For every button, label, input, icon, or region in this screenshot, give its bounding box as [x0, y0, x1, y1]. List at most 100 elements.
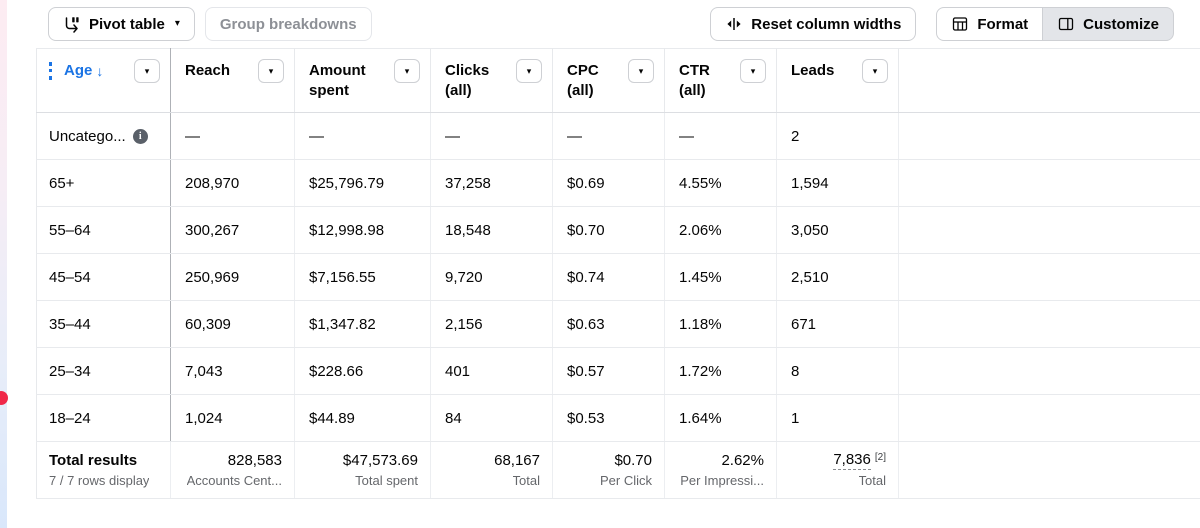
row-label: Uncatego... [49, 127, 126, 145]
cell-leads: 671 [776, 300, 899, 348]
chevron-down-icon: ▾ [872, 65, 878, 76]
reach-column-menu-button[interactable]: ▾ [258, 59, 284, 83]
chevron-down-icon: ▾ [404, 65, 410, 76]
footnote-marker: [2] [874, 452, 886, 463]
cell-empty [898, 394, 1200, 442]
cell-ctr: 1.18% [664, 300, 777, 348]
column-header-cpc[interactable]: CPC (all) ▾ [552, 48, 665, 113]
cell-cpc: $0.63 [552, 300, 665, 348]
row-label: 65+ [36, 159, 171, 207]
cell-cpc: — [552, 112, 665, 160]
customize-label: Customize [1083, 15, 1159, 33]
cell-cpc: $0.53 [552, 394, 665, 442]
total-ctr-value: 2.62% [721, 451, 764, 469]
amount-spent-column-menu-button[interactable]: ▾ [394, 59, 420, 83]
column-header-clicks[interactable]: Clicks (all) ▾ [430, 48, 553, 113]
pivot-table-button[interactable]: Pivot table ▾ [48, 7, 195, 41]
column-label-amount-spent: Amount spent [309, 62, 366, 99]
ctr-column-menu-button[interactable]: ▾ [740, 59, 766, 83]
cell-amount-spent: $25,796.79 [294, 159, 431, 207]
cell-reach: 7,043 [170, 347, 295, 395]
header-row: Age ↓ ▾ Reach ▾ Amount spent ▾ [36, 48, 1200, 113]
cell-clicks: — [430, 112, 553, 160]
cpc-column-menu-button[interactable]: ▾ [628, 59, 654, 83]
cell-reach: 250,969 [170, 253, 295, 301]
cell-reach: 300,267 [170, 206, 295, 254]
cell-empty [898, 441, 1200, 499]
total-leads-label: Total [858, 473, 886, 488]
cell-ctr: 4.55% [664, 159, 777, 207]
total-amount-spent-label: Total spent [355, 472, 418, 488]
table-row: 45–54 250,969 $7,156.55 9,720 $0.74 1.45… [36, 253, 1200, 301]
format-icon [953, 17, 968, 31]
total-clicks-label: Total [512, 472, 540, 488]
totals-row: Total results 7 / 7 rows display 828,583… [36, 441, 1200, 499]
column-header-empty [898, 48, 1200, 113]
age-column-menu-button[interactable]: ▾ [134, 59, 160, 83]
column-header-reach[interactable]: Reach ▾ [170, 48, 295, 113]
cell-ctr: 1.72% [664, 347, 777, 395]
cell-amount-spent: $7,156.55 [294, 253, 431, 301]
total-leads-value[interactable]: 7,836 [833, 451, 871, 470]
pivot-table-label: Pivot table [89, 15, 165, 33]
cell-reach: 60,309 [170, 300, 295, 348]
reset-column-widths-label: Reset column widths [751, 15, 902, 33]
toolbar-right-group: Reset column widths Format Customize [710, 7, 1174, 41]
sort-desc-icon: ↓ [96, 63, 104, 79]
cell-amount-spent: $228.66 [294, 347, 431, 395]
group-breakdowns-button[interactable]: Group breakdowns [204, 7, 372, 41]
cell-reach: — [170, 112, 295, 160]
column-header-amount-spent[interactable]: Amount spent ▾ [294, 48, 431, 113]
cell-clicks: 9,720 [430, 253, 553, 301]
table-row: Uncatego... i — — — — — 2 [36, 112, 1200, 160]
format-button[interactable]: Format [936, 7, 1044, 41]
cell-cpc: $0.57 [552, 347, 665, 395]
column-label-age: Age [64, 62, 93, 79]
format-label: Format [977, 15, 1029, 33]
chevron-down-icon: ▾ [268, 65, 274, 76]
cell-ctr: 1.64% [664, 394, 777, 442]
cell-cpc: $0.74 [552, 253, 665, 301]
cell-amount-spent: — [294, 112, 431, 160]
page-left-gradient [0, 0, 7, 528]
customize-button[interactable]: Customize [1042, 7, 1174, 41]
column-header-ctr[interactable]: CTR (all) ▾ [664, 48, 777, 113]
cell-empty [898, 112, 1200, 160]
cell-amount-spent: $12,998.98 [294, 206, 431, 254]
cell-ctr: — [664, 112, 777, 160]
cell-cpc: $0.69 [552, 159, 665, 207]
table-row: 25–34 7,043 $228.66 401 $0.57 1.72% 8 [36, 347, 1200, 395]
cell-clicks: 37,258 [430, 159, 553, 207]
column-label-cpc: CPC (all) [567, 62, 599, 99]
info-icon[interactable]: i [132, 128, 148, 144]
customize-icon [1059, 17, 1074, 31]
reset-column-widths-button[interactable]: Reset column widths [710, 7, 917, 41]
pivot-table-icon [65, 17, 79, 33]
pivot-table: Age ↓ ▾ Reach ▾ Amount spent ▾ [36, 48, 1200, 499]
table-row: 35–44 60,309 $1,347.82 2,156 $0.63 1.18%… [36, 300, 1200, 348]
total-reach-value: 828,583 [227, 451, 282, 469]
cell-amount-spent: $44.89 [294, 394, 431, 442]
cell-empty [898, 159, 1200, 207]
cell-leads: 8 [776, 347, 899, 395]
cell-empty [898, 206, 1200, 254]
leads-column-menu-button[interactable]: ▾ [862, 59, 888, 83]
column-label-ctr: CTR (all) [679, 62, 710, 99]
group-breakdowns-label: Group breakdowns [219, 15, 357, 33]
clicks-column-menu-button[interactable]: ▾ [516, 59, 542, 83]
cell-leads: 3,050 [776, 206, 899, 254]
column-header-leads[interactable]: Leads ▾ [776, 48, 899, 113]
totals-title: Total results [49, 451, 138, 469]
chevron-down-icon: ▾ [750, 65, 756, 76]
column-drag-handle[interactable] [49, 62, 52, 80]
column-header-age[interactable]: Age ↓ ▾ [36, 48, 171, 113]
cell-cpc: $0.70 [552, 206, 665, 254]
cell-leads: 2,510 [776, 253, 899, 301]
row-label: 45–54 [36, 253, 171, 301]
cell-leads: 1,594 [776, 159, 899, 207]
notification-dot [0, 391, 8, 405]
cell-leads: 2 [776, 112, 899, 160]
cell-clicks: 401 [430, 347, 553, 395]
toolbar: Pivot table ▾ Group breakdowns Reset col… [0, 0, 1200, 48]
total-clicks-value: 68,167 [494, 451, 540, 469]
